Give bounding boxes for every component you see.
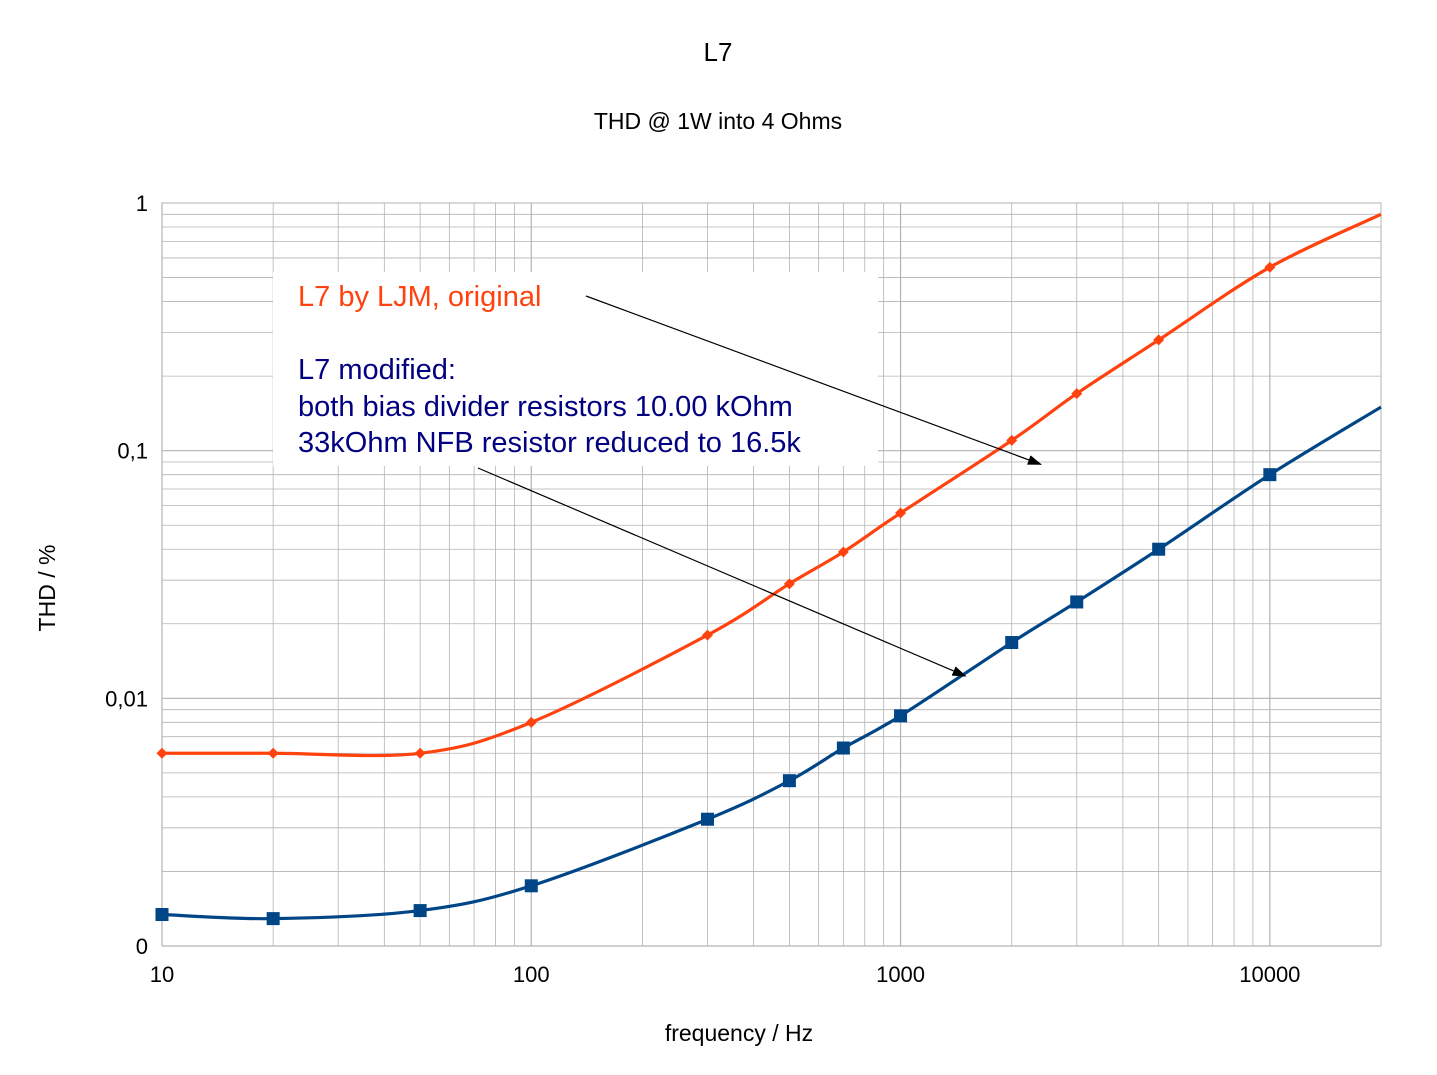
- arrow-modified: [477, 467, 967, 677]
- y-tick-labels: 1 0,1 0,01 0: [105, 191, 148, 959]
- x-tick-label: 10000: [1239, 962, 1300, 987]
- y-tick-label: 0,01: [105, 686, 148, 711]
- series-1: [156, 212, 1382, 759]
- arrow-original: [585, 295, 1042, 465]
- x-tick-label: 10: [150, 962, 174, 987]
- data-point: [1071, 388, 1083, 400]
- data-point: [836, 741, 850, 755]
- series-layer: [155, 212, 1382, 926]
- y-tick-label: 0: [136, 934, 148, 959]
- annotation-box: [273, 272, 878, 466]
- chart-title: L7: [704, 37, 733, 67]
- data-point: [1263, 468, 1277, 482]
- y-tick-label: 1: [136, 191, 148, 216]
- plot-frame: [161, 202, 1382, 947]
- data-point: [414, 747, 426, 759]
- annotation-original: L7 by LJM, original: [298, 281, 541, 313]
- series-2: [155, 405, 1382, 926]
- data-point: [1006, 434, 1018, 446]
- x-tick-label: 1000: [876, 962, 925, 987]
- data-point: [1264, 261, 1276, 273]
- annotation-modified-line-2: both bias divider resistors 10.00 kOhm: [298, 391, 793, 423]
- chart-subtitle: THD @ 1W into 4 Ohms: [594, 108, 842, 134]
- data-point: [783, 578, 795, 590]
- data-point: [156, 747, 168, 759]
- x-axis-label: frequency / Hz: [665, 1020, 813, 1046]
- data-point: [1005, 636, 1019, 650]
- data-point: [700, 812, 714, 826]
- annotation-modified-line-3: 33kOhm NFB resistor reduced to 16.5k: [298, 427, 801, 459]
- data-point: [1070, 595, 1084, 609]
- data-point: [266, 912, 280, 926]
- y-tick-label: 0,1: [117, 439, 148, 464]
- data-point: [895, 507, 907, 519]
- data-point: [267, 747, 279, 759]
- data-point: [525, 716, 537, 728]
- data-point: [701, 629, 713, 641]
- series-line: [161, 405, 1382, 921]
- data-point: [782, 774, 796, 788]
- data-point: [894, 709, 908, 723]
- data-point: [1152, 542, 1166, 556]
- data-point: [524, 879, 538, 893]
- data-point: [413, 904, 427, 918]
- data-point: [155, 908, 169, 922]
- series-line: [162, 212, 1382, 758]
- y-axis-label: THD / %: [34, 545, 60, 632]
- data-point: [837, 546, 849, 558]
- annotation-modified-line-1: L7 modified:: [298, 354, 456, 386]
- x-tick-labels: 10 100 1000 10000: [150, 962, 1301, 987]
- data-point: [1153, 334, 1165, 346]
- x-tick-label: 100: [513, 962, 550, 987]
